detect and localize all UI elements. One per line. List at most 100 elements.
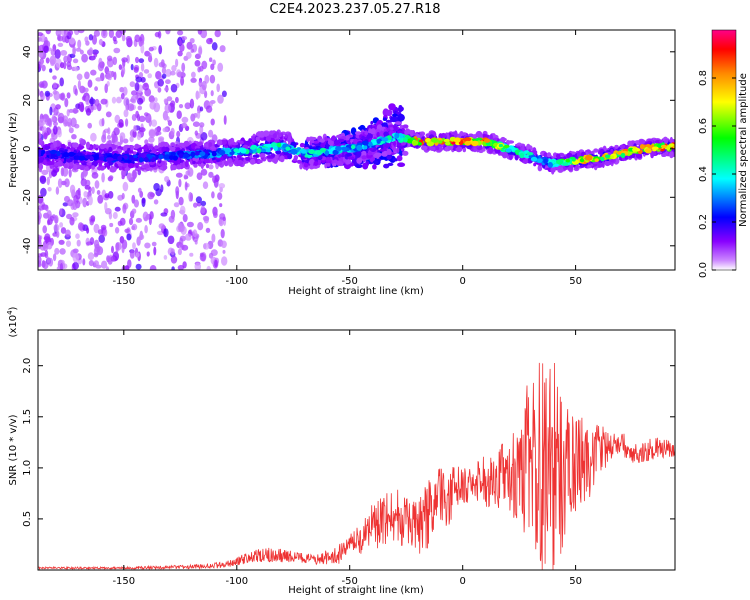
heatmap-cell xyxy=(49,215,55,222)
heatmap-cell xyxy=(227,157,233,164)
heatmap-cell xyxy=(165,30,171,35)
heatmap-cell xyxy=(278,133,282,138)
heatmap-cell xyxy=(172,155,178,161)
heatmap-cell xyxy=(185,170,191,176)
heatmap-cell xyxy=(84,36,89,43)
heatmap-cell xyxy=(66,64,73,71)
heatmap-cell xyxy=(610,155,615,159)
heatmap-cell xyxy=(90,132,97,142)
heatmap-cell xyxy=(49,68,53,73)
heatmap-cell xyxy=(44,90,51,97)
colorbar-tick-label: 0.0 xyxy=(698,262,709,278)
heatmap-cell xyxy=(196,202,202,207)
heatmap-cell xyxy=(96,190,101,195)
heatmap-cell xyxy=(113,71,117,81)
heatmap-cell xyxy=(299,142,305,148)
heatmap-cell xyxy=(42,225,47,234)
heatmap-cell xyxy=(85,141,91,149)
heatmap-cell xyxy=(195,196,202,204)
colorbar-gradient xyxy=(711,29,737,271)
heatmap-cell xyxy=(210,90,214,97)
heatmap-cell xyxy=(221,90,227,98)
heatmap-cell xyxy=(112,211,118,220)
heatmap-cell xyxy=(353,138,359,145)
heatmap-cell xyxy=(115,30,123,38)
heatmap-cell xyxy=(75,152,83,156)
heatmap-cell xyxy=(516,142,522,146)
heatmap-cell xyxy=(87,252,95,261)
heatmap-cell xyxy=(128,150,134,154)
heatmap-cell xyxy=(250,145,257,150)
heatmap-cell xyxy=(112,36,117,42)
heatmap-cell xyxy=(89,237,95,245)
heatmap-cell xyxy=(134,167,139,171)
heatmap-cell xyxy=(148,136,155,143)
heatmap-cell xyxy=(199,122,205,128)
heatmap-cell xyxy=(183,153,190,159)
heatmap-cell xyxy=(114,206,121,212)
snr-ylabel: SNR (10 * v/v) xyxy=(8,414,19,485)
heatmap-cell xyxy=(60,50,68,56)
heatmap-cell xyxy=(38,131,41,141)
heatmap-cell xyxy=(102,129,106,140)
heatmap-cell xyxy=(131,208,137,214)
heatmap-cell xyxy=(197,30,202,35)
heatmap-cell xyxy=(164,176,170,183)
spectrogram-frame xyxy=(37,29,676,271)
heatmap-cell xyxy=(645,148,652,154)
heatmap-cell xyxy=(205,227,211,233)
heatmap-cell xyxy=(144,139,149,145)
heatmap-cell xyxy=(557,160,563,165)
heatmap-cell xyxy=(443,138,450,143)
heatmap-cell xyxy=(274,154,279,159)
heatmap-cell xyxy=(310,139,315,144)
heatmap-cell xyxy=(176,110,182,119)
heatmap-cell xyxy=(144,225,148,234)
heatmap-cell xyxy=(367,141,373,147)
heatmap-cell xyxy=(175,58,179,68)
heatmap-cell xyxy=(94,239,100,249)
heatmap-cell xyxy=(47,219,51,226)
heatmap-cell xyxy=(577,151,581,158)
heatmap-cell xyxy=(594,158,599,162)
heatmap-cell xyxy=(385,109,393,117)
heatmap-cell xyxy=(146,251,150,257)
heatmap-cell xyxy=(38,167,43,173)
heatmap-cell xyxy=(258,159,263,164)
heatmap-cell xyxy=(126,173,132,181)
heatmap-cell xyxy=(113,127,120,136)
heatmap-cell xyxy=(108,30,114,38)
heatmap-cell xyxy=(133,125,137,133)
heatmap-cell xyxy=(205,105,213,113)
heatmap-cell xyxy=(193,202,198,208)
heatmap-cell xyxy=(72,253,80,263)
heatmap-cell xyxy=(206,37,213,45)
heatmap-cell xyxy=(236,154,242,159)
heatmap-cell xyxy=(199,151,206,157)
heatmap-cell xyxy=(135,252,140,258)
heatmap-cell xyxy=(38,215,41,225)
heatmap-cell xyxy=(181,116,189,123)
heatmap-cell xyxy=(105,266,110,270)
heatmap-cell xyxy=(614,144,619,149)
heatmap-cell xyxy=(52,75,57,80)
heatmap-cell xyxy=(164,165,168,170)
heatmap-cell xyxy=(178,39,183,46)
heatmap-cell xyxy=(362,162,369,170)
colorbar-tick-label: 0.2 xyxy=(698,214,709,230)
heatmap-cell xyxy=(313,161,319,167)
heatmap-cell xyxy=(344,135,350,141)
heatmap-cell xyxy=(112,56,118,66)
heatmap-cell xyxy=(38,204,45,211)
heatmap-cell xyxy=(231,142,239,146)
heatmap-cell xyxy=(38,81,45,88)
heatmap-cell xyxy=(197,91,201,99)
heatmap-cell xyxy=(554,163,559,167)
heatmap-cell xyxy=(208,252,214,259)
heatmap-cell xyxy=(533,162,537,167)
heatmap-cell xyxy=(597,162,603,168)
heatmap-cell xyxy=(146,153,151,158)
heatmap-cell xyxy=(392,158,399,162)
colorbar: 0.0 0.2 0.4 0.6 0.8 Normalized spectral ampl… xyxy=(698,29,749,278)
heatmap-cell xyxy=(118,119,124,128)
